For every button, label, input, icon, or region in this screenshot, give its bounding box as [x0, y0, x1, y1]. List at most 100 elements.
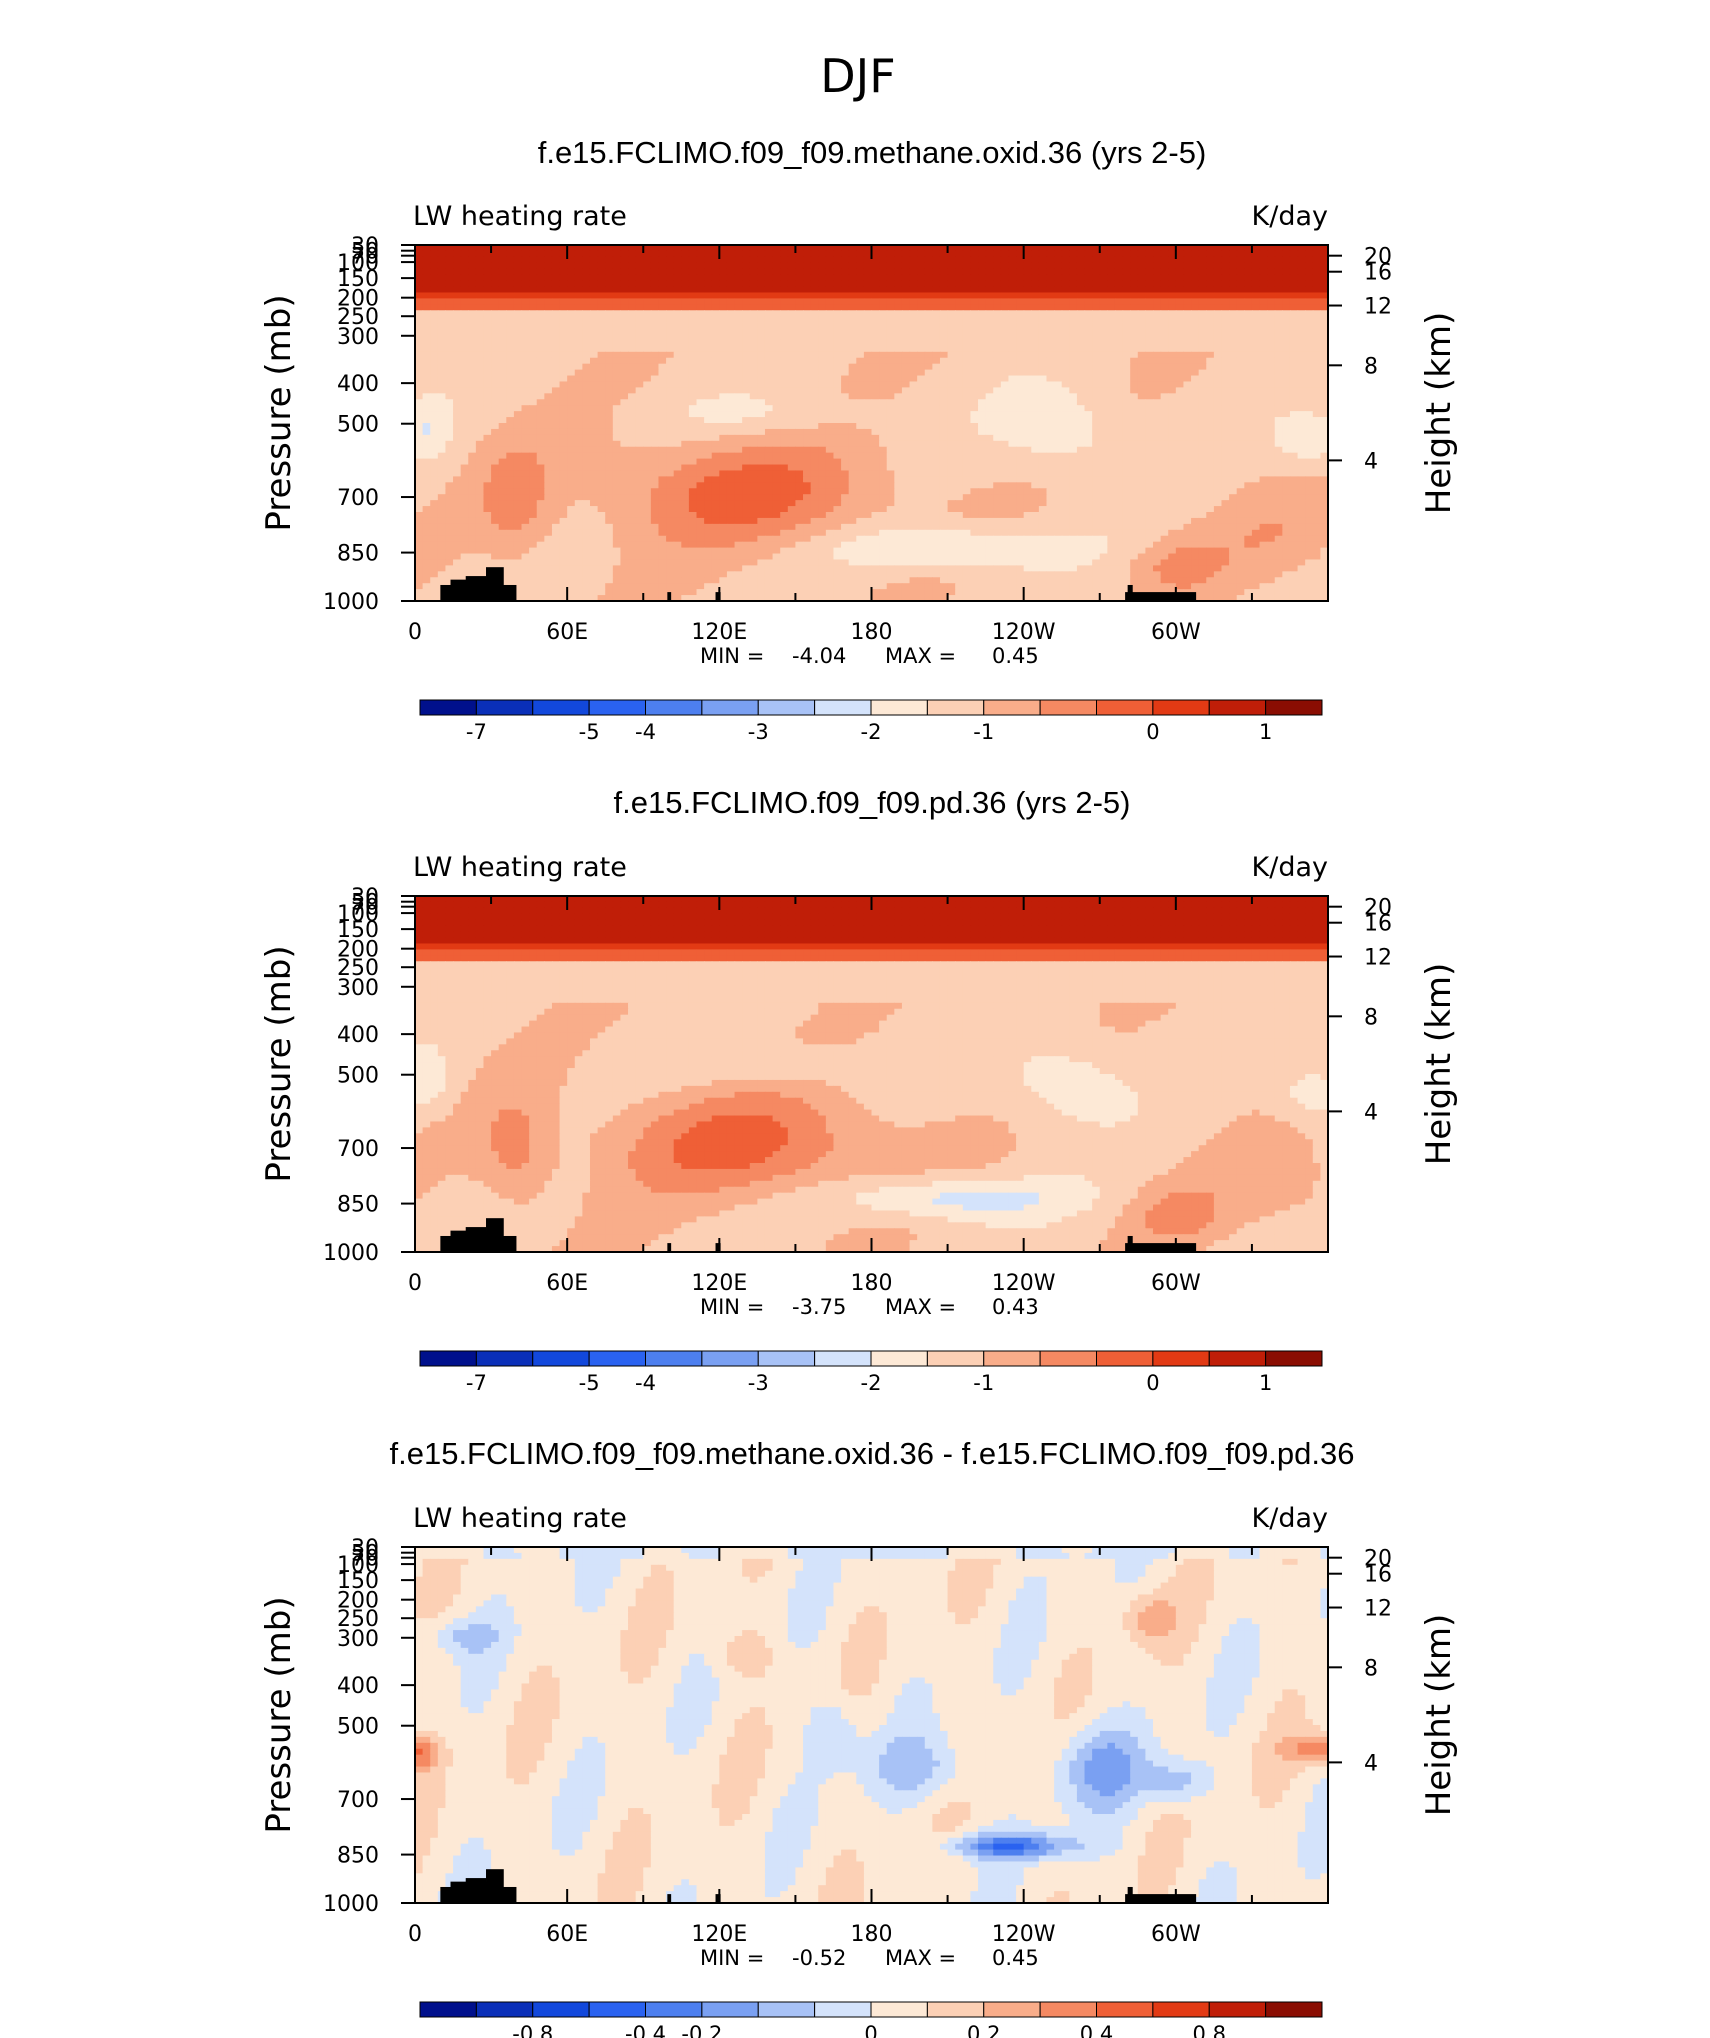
field-cell: [666, 393, 675, 400]
field-cell: [1274, 280, 1283, 288]
field-cell: [1069, 470, 1078, 477]
field-cell: [901, 452, 911, 460]
field-cell: [551, 381, 561, 388]
field-cell: [1229, 452, 1238, 460]
field-cell: [841, 482, 850, 489]
field-cell: [430, 393, 439, 400]
field-cell: [1076, 339, 1086, 347]
field-cell: [1297, 256, 1306, 264]
field-cell: [628, 399, 637, 406]
field-cell: [415, 488, 424, 495]
field-cell: [1114, 345, 1124, 353]
field-cell: [993, 423, 1002, 430]
field-cell: [1274, 316, 1283, 323]
field-cell: [1244, 250, 1253, 258]
field-cell: [536, 399, 545, 406]
field-cell: [704, 488, 713, 495]
field-cell: [506, 274, 515, 282]
field-cell: [825, 488, 835, 495]
field-cell: [506, 405, 515, 412]
field-cell: [734, 339, 743, 347]
field-cell: [620, 286, 629, 294]
field-cell: [422, 363, 431, 371]
field-cell: [825, 476, 835, 483]
field-cell: [1267, 458, 1276, 466]
field-cell: [924, 488, 933, 495]
field-cell: [1092, 274, 1101, 282]
field-cell: [1054, 316, 1063, 323]
field-cell: [658, 381, 667, 388]
field-cell: [1137, 250, 1146, 258]
field-cell: [1206, 351, 1215, 359]
field-cell: [1153, 262, 1162, 270]
field-cell: [1092, 334, 1101, 341]
field-cell: [1092, 482, 1101, 489]
field-cell: [917, 357, 926, 365]
field-cell: [1213, 250, 1223, 258]
field-cell: [1031, 387, 1040, 394]
field-cell: [1183, 274, 1192, 282]
field-cell: [582, 387, 591, 394]
field-cell: [742, 446, 751, 454]
field-cell: [985, 280, 994, 288]
field-cell: [825, 393, 835, 400]
field-cell: [1099, 476, 1108, 483]
field-cell: [841, 280, 850, 288]
field-cell: [506, 470, 515, 477]
field-cell: [1168, 245, 1177, 252]
field-cell: [1198, 268, 1207, 276]
field-cell: [955, 328, 964, 335]
field-cell: [1076, 292, 1086, 299]
field-cell: [1305, 250, 1314, 258]
field-cell: [894, 316, 903, 323]
field-cell: [574, 381, 583, 388]
field-cell: [688, 482, 698, 489]
field-cell: [1297, 322, 1306, 329]
field-cell: [1084, 262, 1093, 270]
field-cell: [1320, 440, 1328, 448]
field-cell: [597, 316, 606, 323]
field-cell: [415, 482, 424, 489]
field-cell: [567, 292, 576, 299]
field-cell: [1229, 339, 1238, 347]
field-cell: [582, 417, 591, 424]
field-cell: [772, 458, 781, 466]
field-cell: [673, 322, 682, 329]
field-cell: [955, 440, 964, 448]
field-cell: [749, 440, 758, 448]
field-cell: [1289, 428, 1299, 436]
field-cell: [879, 274, 888, 282]
field-cell: [1137, 399, 1146, 406]
field-cell: [795, 470, 804, 477]
field-cell: [475, 280, 485, 288]
field-cell: [856, 387, 865, 394]
field-cell: [833, 405, 842, 412]
field-cell: [536, 292, 545, 299]
field-cell: [536, 351, 545, 359]
field-cell: [658, 245, 667, 252]
field-cell: [1259, 304, 1268, 311]
field-cell: [650, 292, 660, 299]
field-cell: [437, 304, 447, 311]
field-cell: [1320, 310, 1328, 317]
field-cell: [947, 369, 956, 377]
field-cell: [863, 298, 873, 305]
field-cell: [460, 458, 469, 466]
field-cell: [871, 488, 880, 495]
field-cell: [726, 381, 736, 388]
field-cell: [696, 345, 705, 353]
field-cell: [681, 393, 690, 400]
field-cell: [612, 452, 622, 460]
field-cell: [856, 381, 865, 388]
field-cell: [589, 381, 599, 388]
field-cell: [917, 464, 926, 472]
field-cell: [932, 452, 941, 460]
field-cell: [681, 369, 690, 377]
field-cell: [841, 428, 850, 436]
field-cell: [704, 292, 713, 299]
field-cell: [422, 280, 431, 288]
field-cell: [1312, 363, 1321, 371]
field-cell: [1168, 452, 1177, 460]
field-cell: [666, 280, 675, 288]
field-cell: [734, 268, 743, 276]
